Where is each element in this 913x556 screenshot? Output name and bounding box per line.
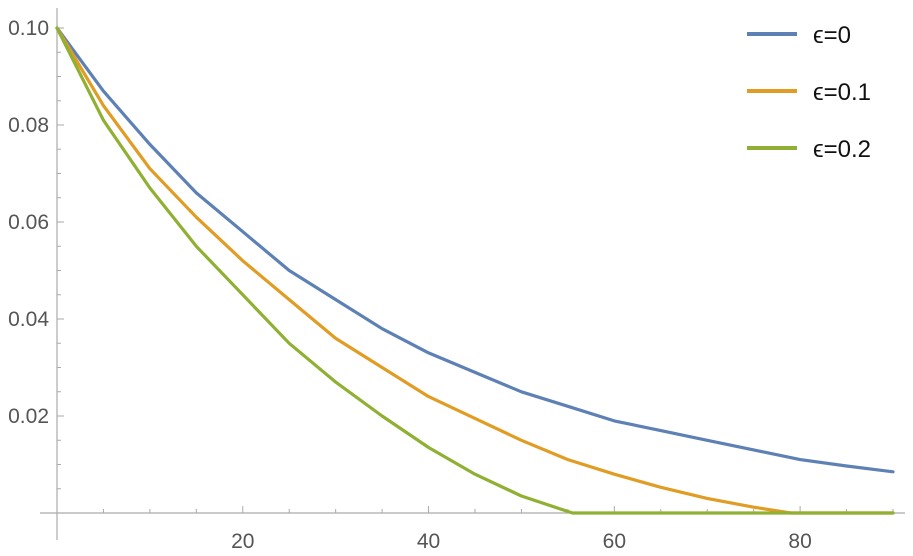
- series-line-3: [55, 26, 895, 515]
- y-tick-label: 0.02: [8, 405, 49, 428]
- series-line-2: [55, 26, 895, 515]
- y-tick-label: 0.10: [8, 17, 49, 40]
- y-tick-label: 0.06: [8, 211, 49, 234]
- y-tick-label: 0.04: [8, 308, 49, 331]
- legend-label: ϵ=0.1: [813, 79, 871, 106]
- x-tick-label: 40: [417, 530, 440, 553]
- x-tick-label: 60: [603, 530, 626, 553]
- series-line-1: [55, 26, 895, 474]
- legend-label: ϵ=0: [813, 22, 851, 49]
- y-tick-label: 0.08: [8, 114, 49, 137]
- x-tick-label: 20: [231, 530, 254, 553]
- legend-label: ϵ=0.2: [813, 136, 871, 163]
- x-tick-label: 80: [788, 530, 811, 553]
